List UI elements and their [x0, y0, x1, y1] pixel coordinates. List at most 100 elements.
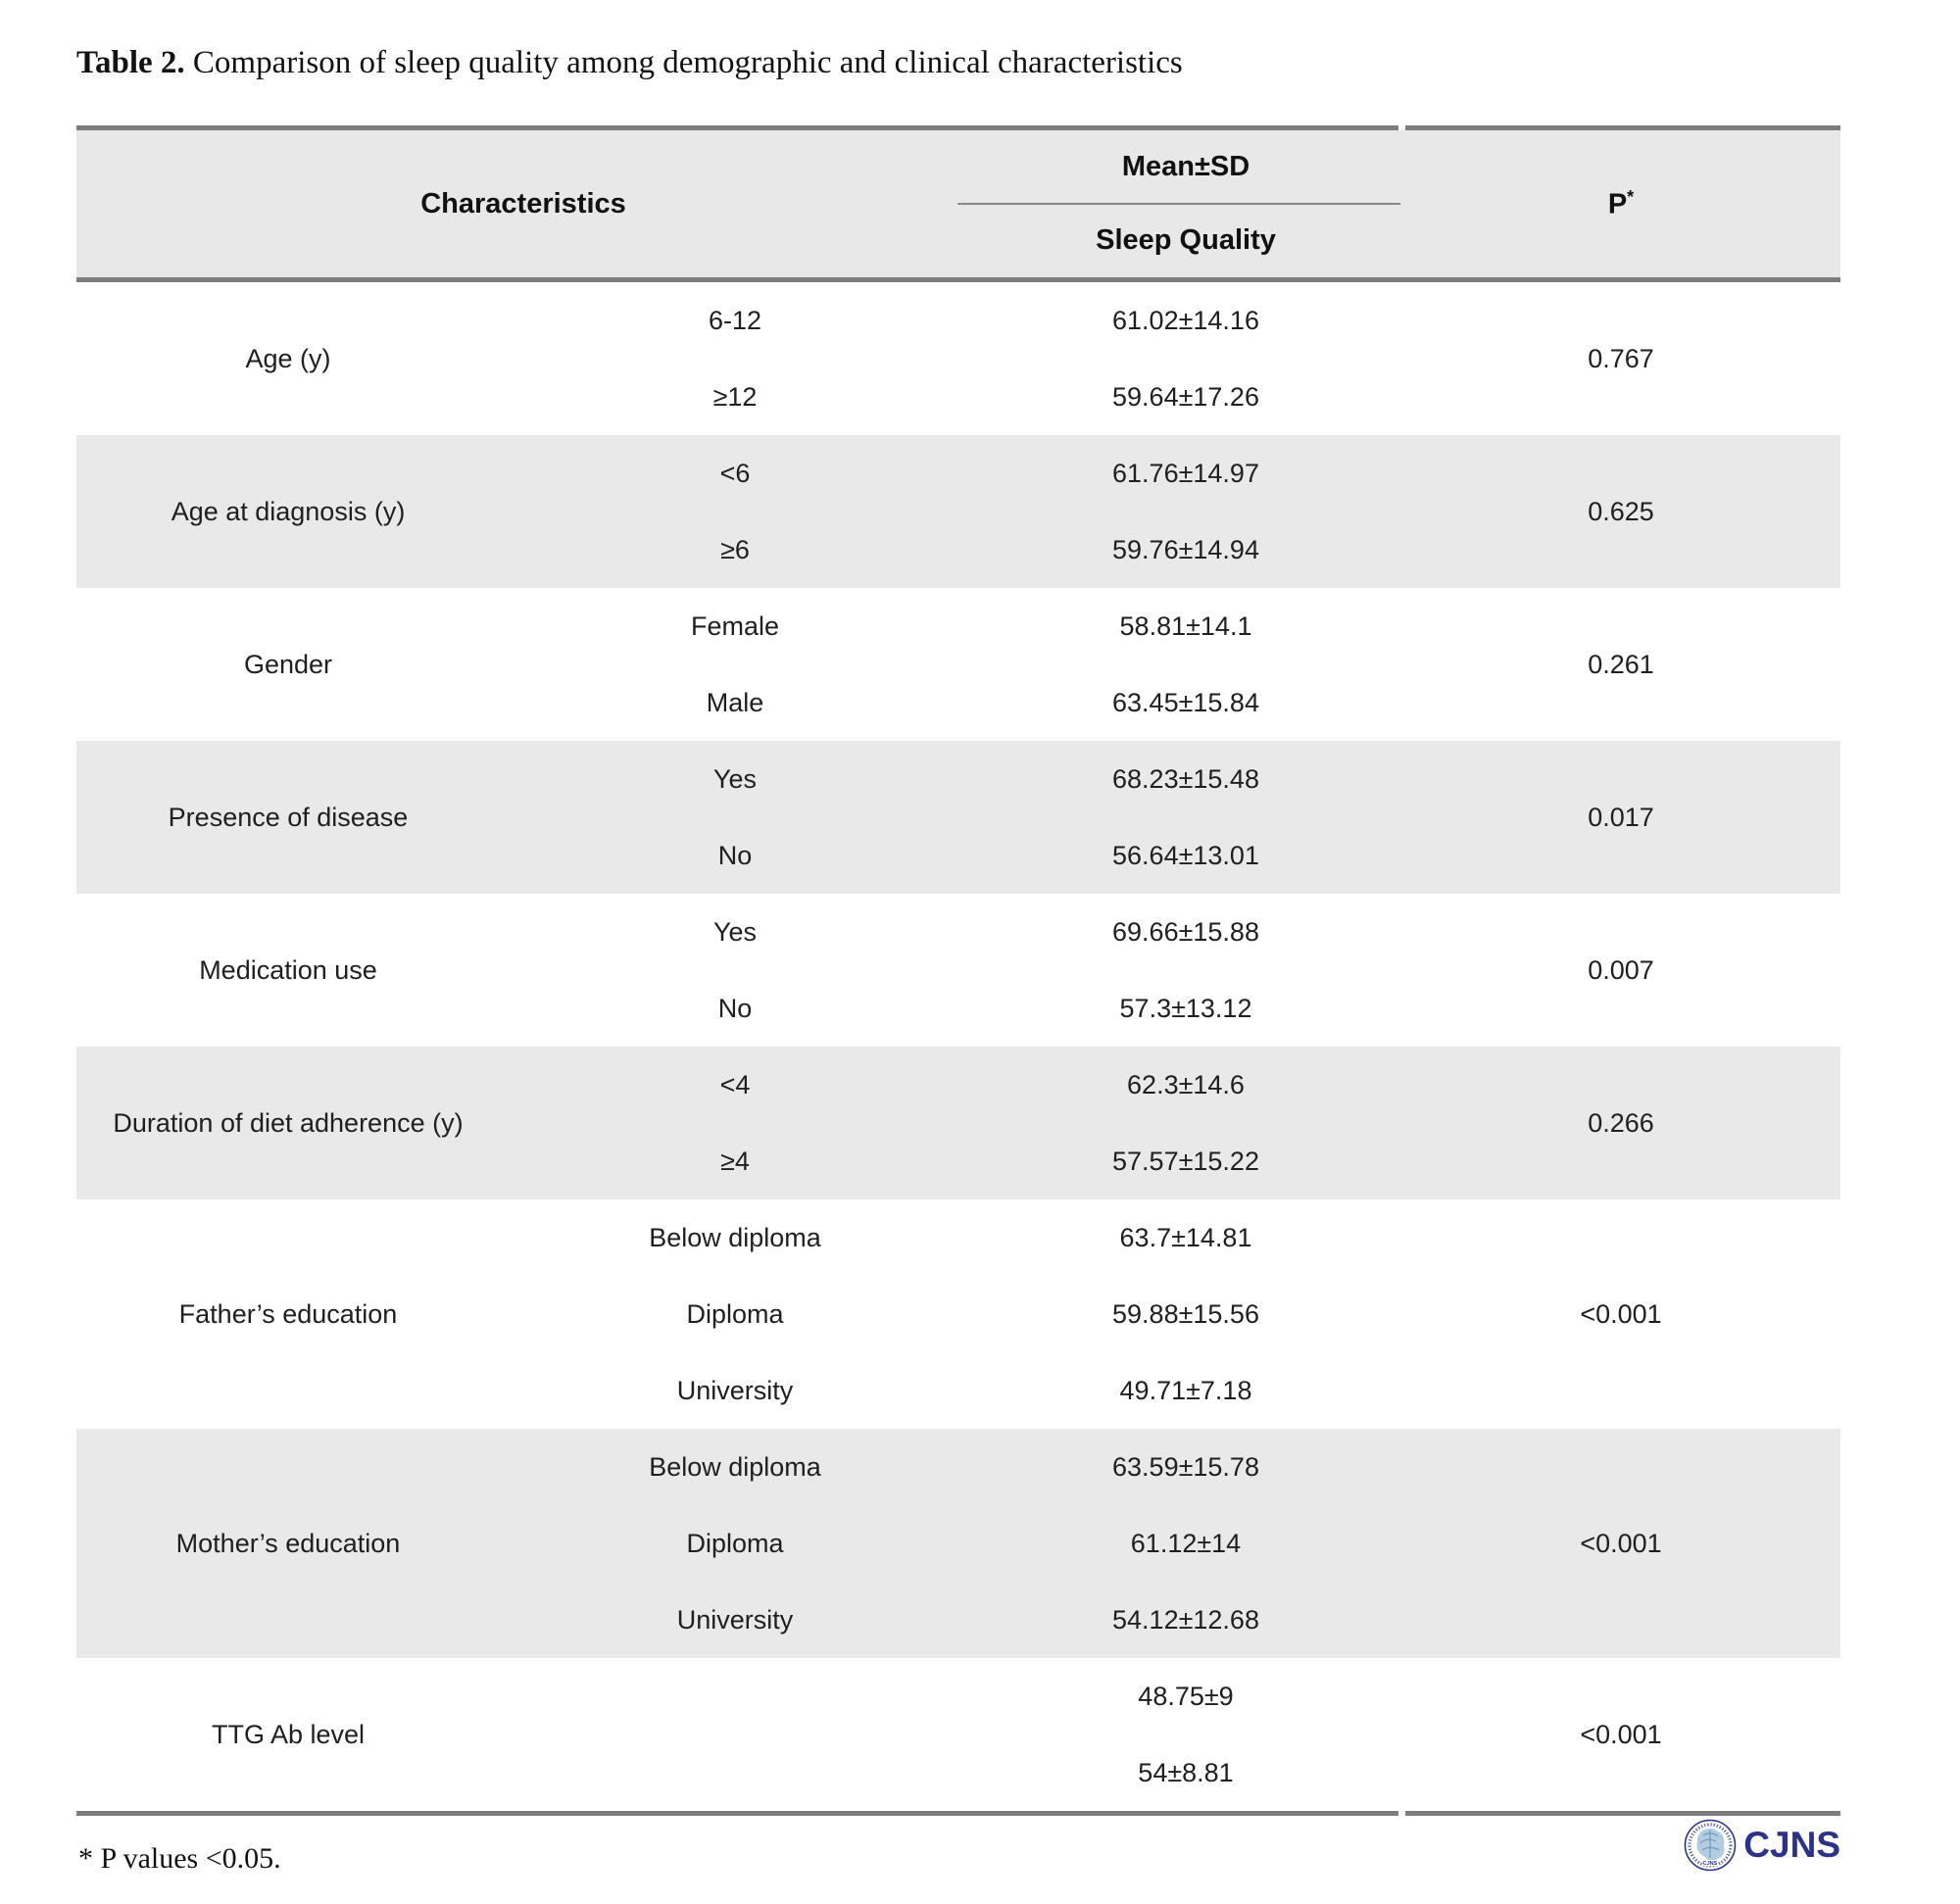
- table-footnote: * P values <0.05.: [78, 1842, 281, 1875]
- level-cell: [500, 1734, 970, 1811]
- mean-sd-cell: 68.23±15.48: [1112, 763, 1259, 794]
- journal-abbreviation: CJNS: [1743, 1825, 1840, 1865]
- characteristic-label: Medication use: [199, 954, 377, 985]
- characteristic-label: Age (y): [245, 343, 331, 373]
- table-row-group: Medication use Yes No 69.66±15.88 57.3±13.12…: [76, 894, 1840, 1047]
- header-mean-sd: Mean±SD Sleep Quality: [957, 151, 1401, 257]
- mean-sd-cell: 69.66±15.88: [1112, 916, 1259, 947]
- mean-sd-cell: 63.59±15.78: [1112, 1451, 1259, 1482]
- mean-sd-column: 58.81±14.1 63.45±15.84: [970, 588, 1401, 741]
- p-value-cell: 0.261: [1588, 649, 1654, 679]
- table-body: Age (y) 6-12 ≥12 61.02±14.16 59.64±17.26 0.76…: [76, 282, 1840, 1811]
- mean-sd-cell: 57.57±15.22: [1112, 1146, 1259, 1176]
- table-row-group: Duration of diet adherence (y) <4 ≥4 62.3±1…: [76, 1047, 1840, 1199]
- mean-sd-column: 61.02±14.16 59.64±17.26: [970, 282, 1401, 435]
- level-cell: Yes: [712, 763, 758, 794]
- mean-sd-column: 48.75±9 54±8.81: [970, 1658, 1401, 1811]
- level-column: Female Male: [500, 588, 970, 741]
- mean-sd-cell: 61.76±14.97: [1112, 458, 1259, 488]
- level-cell: Diploma: [686, 1298, 784, 1329]
- p-value-cell: 0.266: [1588, 1107, 1654, 1138]
- level-cell: ≥12: [712, 381, 758, 412]
- level-cell: No: [717, 840, 753, 870]
- level-cell: [500, 1658, 970, 1734]
- header-p-label: P: [1607, 188, 1628, 220]
- mean-sd-cell: 59.64±17.26: [1112, 381, 1259, 412]
- mean-sd-cell: 57.3±13.12: [1119, 993, 1252, 1023]
- mean-sd-cell: 61.02±14.16: [1112, 305, 1259, 335]
- header-p-value: P*: [1401, 187, 1840, 221]
- mean-sd-cell: 61.12±14: [1130, 1528, 1242, 1558]
- level-cell: University: [676, 1375, 794, 1405]
- characteristic-label: Father’s education: [178, 1298, 398, 1329]
- table-caption-text: Comparison of sleep quality among demogr…: [184, 45, 1183, 80]
- level-cell: Below diploma: [649, 1451, 821, 1482]
- level-cell: Diploma: [686, 1528, 784, 1558]
- characteristic-label: Gender: [243, 649, 333, 679]
- p-value-cell: 0.017: [1588, 802, 1654, 832]
- level-cell: Below diploma: [649, 1222, 821, 1252]
- characteristic-label: Presence of disease: [168, 802, 409, 832]
- characteristic-label: Duration of diet adherence (y): [113, 1107, 464, 1138]
- level-column: [500, 1658, 970, 1811]
- table-header-row: Characteristics Mean±SD Sleep Quality P*: [76, 130, 1840, 277]
- mean-sd-cell: 59.76±14.94: [1112, 534, 1259, 564]
- mean-sd-cell: 58.81±14.1: [1119, 610, 1252, 641]
- table-row-group: Age (y) 6-12 ≥12 61.02±14.16 59.64±17.26 0.76…: [76, 282, 1840, 435]
- p-value-cell: <0.001: [1580, 1298, 1662, 1329]
- mean-sd-cell: 62.3±14.6: [1127, 1069, 1245, 1099]
- level-column: 6-12 ≥12: [500, 282, 970, 435]
- mean-sd-cell: 54±8.81: [1138, 1757, 1234, 1787]
- header-divider-rule: [957, 203, 1400, 205]
- table-row-group: Presence of disease Yes No 68.23±15.48 56.64…: [76, 741, 1840, 894]
- mean-sd-column: 63.7±14.81 59.88±15.56 49.71±7.18: [970, 1199, 1401, 1429]
- level-cell: ≥4: [720, 1146, 750, 1176]
- mean-sd-column: 61.76±14.97 59.76±14.94: [970, 435, 1401, 588]
- mean-sd-cell: 63.45±15.84: [1112, 687, 1259, 717]
- table-caption-number: Table 2.: [76, 45, 185, 80]
- table-row-group: Father’s education Below diploma Diploma Un…: [76, 1199, 1840, 1429]
- p-value-cell: <0.001: [1580, 1719, 1662, 1749]
- level-cell: University: [676, 1604, 794, 1635]
- level-cell: Female: [690, 610, 780, 641]
- level-cell: ≥6: [720, 534, 750, 564]
- p-value-cell: <0.001: [1580, 1528, 1662, 1558]
- mean-sd-cell: 56.64±13.01: [1112, 840, 1259, 870]
- mean-sd-column: 62.3±14.6 57.57±15.22: [970, 1047, 1401, 1199]
- level-cell: 6-12: [708, 305, 762, 335]
- mean-sd-cell: 63.7±14.81: [1119, 1222, 1252, 1252]
- level-cell: Yes: [712, 916, 758, 947]
- characteristic-label: Mother’s education: [175, 1528, 401, 1558]
- table-row-group: Age at diagnosis (y) <6 ≥6 61.76±14.97 59.76…: [76, 435, 1840, 588]
- header-characteristics: Characteristics: [420, 187, 626, 220]
- p-value-cell: 0.625: [1588, 496, 1654, 526]
- level-cell: No: [717, 993, 753, 1023]
- level-column: <6 ≥6: [500, 435, 970, 588]
- level-column: Below diploma Diploma University: [500, 1199, 970, 1429]
- mean-sd-column: 69.66±15.88 57.3±13.12: [970, 894, 1401, 1047]
- table-caption: Table 2. Comparison of sleep quality amo…: [76, 45, 1183, 81]
- table-row-group: Mother’s education Below diploma Diploma Un…: [76, 1429, 1840, 1658]
- header-mean-sd-label: Mean±SD: [1121, 151, 1250, 182]
- cjns-emblem-icon: CJNS: [1684, 1819, 1737, 1872]
- p-value-cell: 0.767: [1588, 343, 1654, 373]
- header-sleep-quality-label: Sleep Quality: [1096, 224, 1276, 256]
- data-table: Characteristics Mean±SD Sleep Quality P*…: [76, 125, 1840, 1816]
- level-column: Below diploma Diploma University: [500, 1429, 970, 1658]
- journal-logo: CJNS CJNS: [1684, 1819, 1840, 1872]
- level-column: Yes No: [500, 741, 970, 894]
- header-p-asterisk: *: [1627, 186, 1635, 207]
- mean-sd-column: 63.59±15.78 61.12±14 54.12±12.68: [970, 1429, 1401, 1658]
- table-top-border: [76, 125, 1840, 130]
- level-cell: <4: [719, 1069, 751, 1099]
- mean-sd-cell: 48.75±9: [1138, 1681, 1234, 1711]
- characteristic-label: TTG Ab level: [211, 1719, 366, 1749]
- level-cell: Male: [706, 687, 764, 717]
- mean-sd-column: 68.23±15.48 56.64±13.01: [970, 741, 1401, 894]
- p-value-cell: 0.007: [1588, 954, 1654, 985]
- svg-text:CJNS: CJNS: [1703, 1861, 1718, 1867]
- mean-sd-cell: 54.12±12.68: [1112, 1604, 1259, 1635]
- table-bottom-border: [76, 1811, 1840, 1816]
- mean-sd-cell: 49.71±7.18: [1119, 1375, 1252, 1405]
